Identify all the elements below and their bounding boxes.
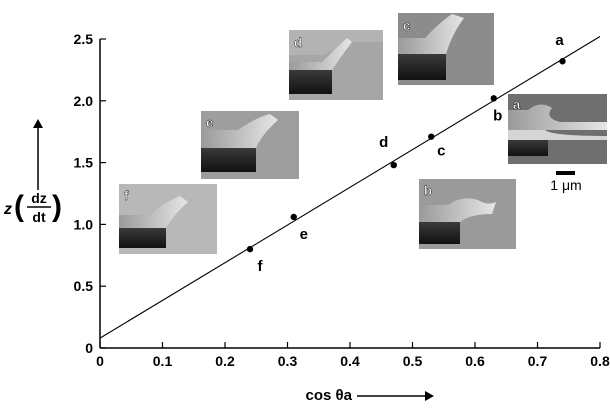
fit-line — [99, 36, 601, 339]
point-label-d: d — [379, 134, 388, 151]
scale-bar — [556, 171, 575, 175]
inset-letter: c — [403, 18, 410, 33]
point-label-f: f — [258, 258, 264, 275]
x-tick-label: 0.4 — [340, 353, 360, 369]
inset-photo-d: d — [289, 30, 383, 100]
y-tick-label: 1.5 — [74, 155, 94, 171]
svg-text:dt: dt — [32, 209, 46, 225]
inset-letter: a — [513, 97, 521, 112]
inset-photo-e: e — [201, 111, 299, 179]
scale-bar-label: 1 μm — [550, 177, 581, 193]
x-tick-label: 0.6 — [465, 353, 485, 369]
y-tick-label: 1.0 — [74, 216, 94, 232]
y-tick-label: 2.0 — [74, 93, 94, 109]
point-label-a: a — [555, 32, 564, 49]
x-tick-label: 0.2 — [215, 353, 235, 369]
y-axis-arrow — [33, 119, 43, 190]
svg-text:dz: dz — [31, 190, 47, 206]
point-label-b: b — [493, 107, 502, 124]
data-point-d — [390, 161, 397, 169]
point-label-e: e — [300, 226, 308, 243]
x-tick-label: 0 — [96, 353, 104, 369]
y-tick-label: 2.5 — [74, 31, 94, 47]
data-point-f — [246, 245, 254, 253]
svg-text:z: z — [3, 201, 12, 218]
x-tick-label: 0.7 — [528, 353, 548, 369]
x-tick-label: 0.3 — [278, 353, 298, 369]
data-point-c — [428, 133, 435, 140]
x-tick-label: 0.8 — [590, 353, 610, 369]
x-tick-label: 0.1 — [153, 353, 173, 369]
x-tick-label: 0.5 — [403, 353, 423, 369]
inset-photo-c: c — [398, 13, 494, 85]
inset-photo-a: a — [508, 94, 607, 164]
y-tick-label: 0 — [85, 340, 93, 356]
y-tick-label: 0.5 — [74, 278, 94, 294]
inset-letter: b — [424, 183, 432, 198]
data-point-b — [490, 95, 497, 102]
inset-letter: f — [124, 188, 129, 203]
data-point-e — [290, 213, 297, 221]
inset-photo-b: b — [419, 179, 516, 249]
inset-letter: d — [294, 35, 302, 50]
y-axis-label: z ( dz dt ) — [3, 190, 62, 225]
point-label-c: c — [437, 143, 445, 160]
x-axis-label: cos θa — [306, 387, 353, 404]
svg-text:(: ( — [14, 190, 24, 223]
data-point-a — [559, 58, 566, 65]
x-axis-arrow — [357, 391, 434, 401]
inset-photo-f: f — [119, 184, 217, 254]
inset-letter: e — [206, 115, 213, 130]
svg-text:): ) — [52, 190, 62, 223]
